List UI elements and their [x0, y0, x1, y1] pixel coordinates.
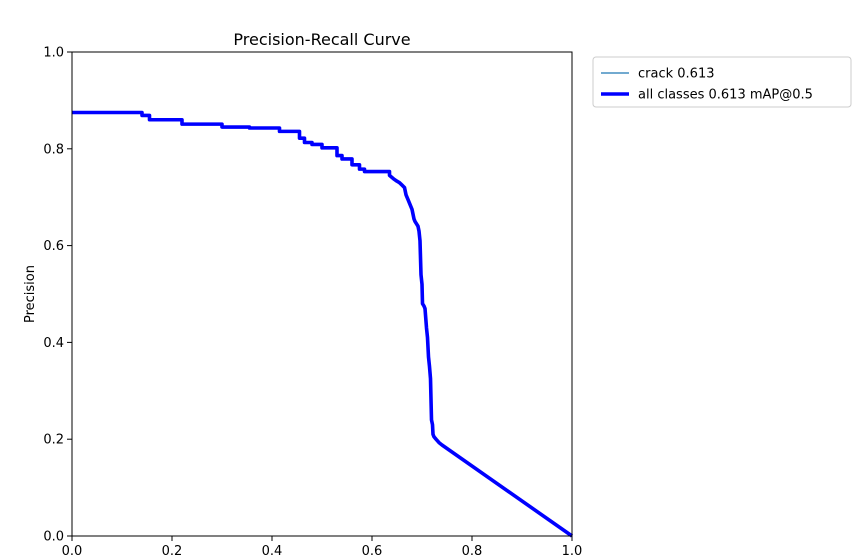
- y-tick-label: 0.4: [43, 336, 64, 351]
- plot-frame: [71, 51, 573, 537]
- x-tick-label: 0.0: [62, 544, 83, 559]
- y-axis-ticks: 0.0 0.2 0.4 0.6 0.8 1.0: [43, 46, 72, 545]
- legend-label-1: all classes 0.613 mAP@0.5: [638, 88, 813, 103]
- legend: crack 0.613 all classes 0.613 mAP@0.5: [592, 56, 852, 108]
- x-tick-label: 1.0: [562, 544, 583, 559]
- series-layer: [72, 110, 574, 538]
- legend-box: [592, 56, 852, 108]
- x-tick-label: 0.2: [162, 544, 183, 559]
- x-axis-ticks: 0.0 0.2 0.4 0.6 0.8 1.0: [62, 536, 583, 559]
- x-tick-label: 0.8: [462, 544, 483, 559]
- x-tick-label: 0.4: [262, 544, 283, 559]
- y-tick-label: 0.8: [43, 142, 64, 157]
- y-tick-label: 0.6: [43, 239, 64, 254]
- y-tick-label: 1.0: [43, 46, 64, 61]
- x-tick-label: 0.6: [362, 544, 383, 559]
- series-line-1: [72, 110, 574, 538]
- series-line-0: [72, 111, 573, 537]
- y-axis-label: Precision: [23, 265, 38, 323]
- chart-title: Precision-Recall Curve: [233, 30, 410, 49]
- y-tick-label: 0.2: [43, 433, 64, 448]
- y-tick-label: 0.0: [43, 530, 64, 545]
- legend-label-0: crack 0.613: [638, 67, 714, 82]
